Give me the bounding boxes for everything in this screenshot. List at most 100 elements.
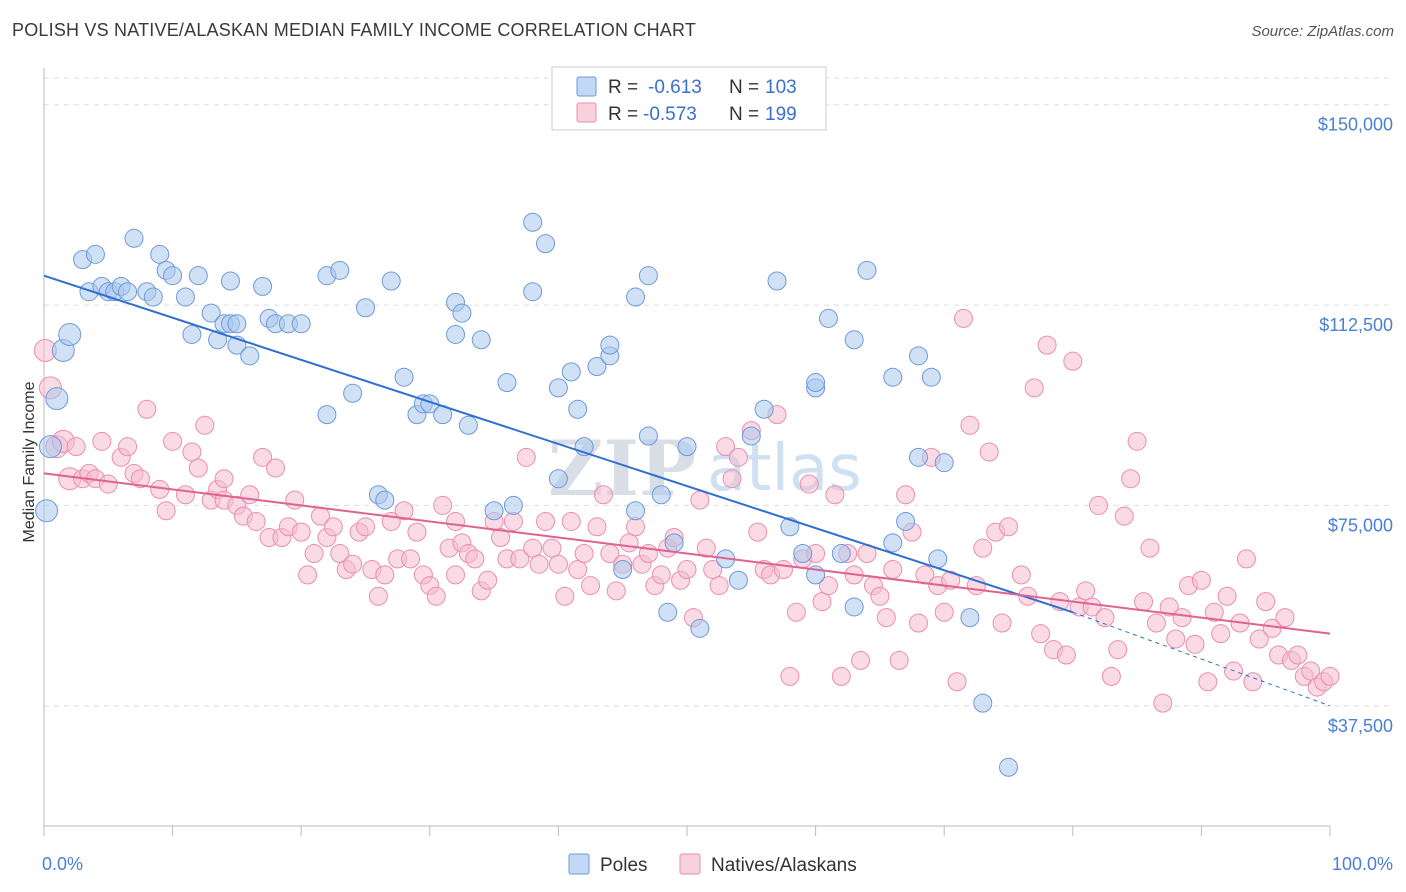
poles-point bbox=[150, 244, 170, 264]
natives-point bbox=[156, 501, 176, 521]
natives-point bbox=[896, 485, 916, 505]
natives-point bbox=[1095, 608, 1115, 628]
natives-point bbox=[825, 485, 845, 505]
natives-point bbox=[137, 399, 157, 419]
natives-point bbox=[941, 570, 961, 590]
natives-point bbox=[1127, 431, 1147, 451]
poles-point bbox=[85, 244, 105, 264]
legend-r-value: -0.613 bbox=[648, 77, 702, 98]
natives-point bbox=[66, 437, 86, 457]
poles-point bbox=[471, 330, 491, 350]
natives-point bbox=[992, 613, 1012, 633]
natives-point bbox=[394, 501, 414, 521]
poles-point bbox=[806, 373, 826, 393]
natives-point bbox=[246, 511, 266, 531]
natives-point bbox=[1101, 666, 1121, 686]
poles-point bbox=[58, 322, 82, 346]
natives-point bbox=[1140, 538, 1160, 558]
natives-point bbox=[619, 533, 639, 553]
natives-point bbox=[876, 608, 896, 628]
natives-point bbox=[780, 666, 800, 686]
natives-point bbox=[1301, 661, 1321, 681]
poles-point bbox=[754, 399, 774, 419]
natives-point bbox=[851, 650, 871, 670]
natives-point bbox=[298, 565, 318, 585]
poles-point bbox=[999, 757, 1018, 777]
poles-point bbox=[883, 533, 903, 553]
poles-point bbox=[818, 308, 838, 328]
natives-point bbox=[568, 560, 588, 580]
x-tick-label: 0.0% bbox=[42, 854, 83, 874]
poles-points bbox=[35, 212, 1018, 777]
legend-swatch-natives bbox=[576, 102, 597, 123]
poles-point bbox=[600, 335, 620, 355]
poles-point bbox=[446, 324, 466, 344]
poles-point bbox=[613, 560, 633, 580]
natives-trend-line bbox=[43, 472, 1331, 635]
natives-point bbox=[812, 592, 832, 612]
natives-point bbox=[516, 447, 536, 467]
natives-point bbox=[1037, 335, 1057, 355]
poles-point bbox=[793, 544, 813, 564]
natives-point bbox=[1114, 506, 1134, 526]
x-tick-label: 100.0% bbox=[1332, 854, 1393, 874]
natives-point bbox=[870, 586, 890, 606]
natives-point bbox=[1191, 570, 1211, 590]
poles-point bbox=[934, 453, 954, 473]
poles-point bbox=[960, 608, 980, 628]
natives-point bbox=[291, 522, 311, 542]
natives-point bbox=[1159, 597, 1179, 617]
poles-point bbox=[908, 447, 928, 467]
natives-point bbox=[188, 458, 208, 478]
legend-r-label: R = bbox=[608, 104, 638, 125]
watermark: ZIP atlas bbox=[548, 424, 862, 513]
natives-point bbox=[1320, 666, 1340, 686]
natives-point bbox=[1063, 351, 1083, 371]
natives-point bbox=[593, 485, 613, 505]
natives-point bbox=[536, 511, 556, 531]
poles-point bbox=[651, 485, 671, 505]
natives-point bbox=[1249, 629, 1269, 649]
natives-point bbox=[510, 549, 530, 569]
poles-point bbox=[38, 435, 62, 459]
natives-point bbox=[883, 560, 903, 580]
natives-point bbox=[529, 554, 549, 574]
poles-point bbox=[536, 234, 556, 254]
poles-point bbox=[728, 570, 748, 590]
natives-point bbox=[696, 538, 716, 558]
natives-point bbox=[561, 511, 581, 531]
natives-point bbox=[182, 442, 202, 462]
poles-point bbox=[497, 373, 517, 393]
poles-point bbox=[227, 314, 247, 334]
poles-point bbox=[677, 437, 697, 457]
legend-r-label: R = bbox=[608, 77, 638, 98]
poles-point bbox=[921, 367, 941, 387]
poles-point bbox=[638, 266, 658, 286]
natives-point bbox=[356, 517, 375, 537]
poles-point bbox=[548, 378, 568, 398]
poles-point bbox=[375, 490, 395, 510]
natives-point bbox=[818, 576, 838, 596]
natives-point bbox=[478, 570, 498, 590]
natives-point bbox=[1275, 608, 1295, 628]
poles-point bbox=[45, 387, 69, 411]
legend-n-label: N = bbox=[729, 77, 759, 98]
natives-point bbox=[1256, 592, 1276, 612]
natives-point bbox=[703, 560, 723, 580]
natives-point bbox=[748, 522, 768, 542]
legend-n-label: N = bbox=[729, 104, 759, 125]
natives-point bbox=[465, 549, 485, 569]
poles-point bbox=[220, 271, 240, 291]
poles-point bbox=[587, 357, 607, 377]
natives-point bbox=[426, 586, 446, 606]
poles-point bbox=[330, 260, 350, 280]
poles-point bbox=[484, 501, 504, 521]
natives-point bbox=[1076, 581, 1096, 601]
poles-point bbox=[658, 602, 678, 622]
natives-point bbox=[677, 560, 697, 580]
natives-point bbox=[1056, 645, 1076, 665]
poles-point bbox=[883, 367, 903, 387]
poles-point bbox=[844, 597, 864, 617]
natives-point bbox=[401, 549, 421, 569]
poles-point bbox=[568, 399, 588, 419]
